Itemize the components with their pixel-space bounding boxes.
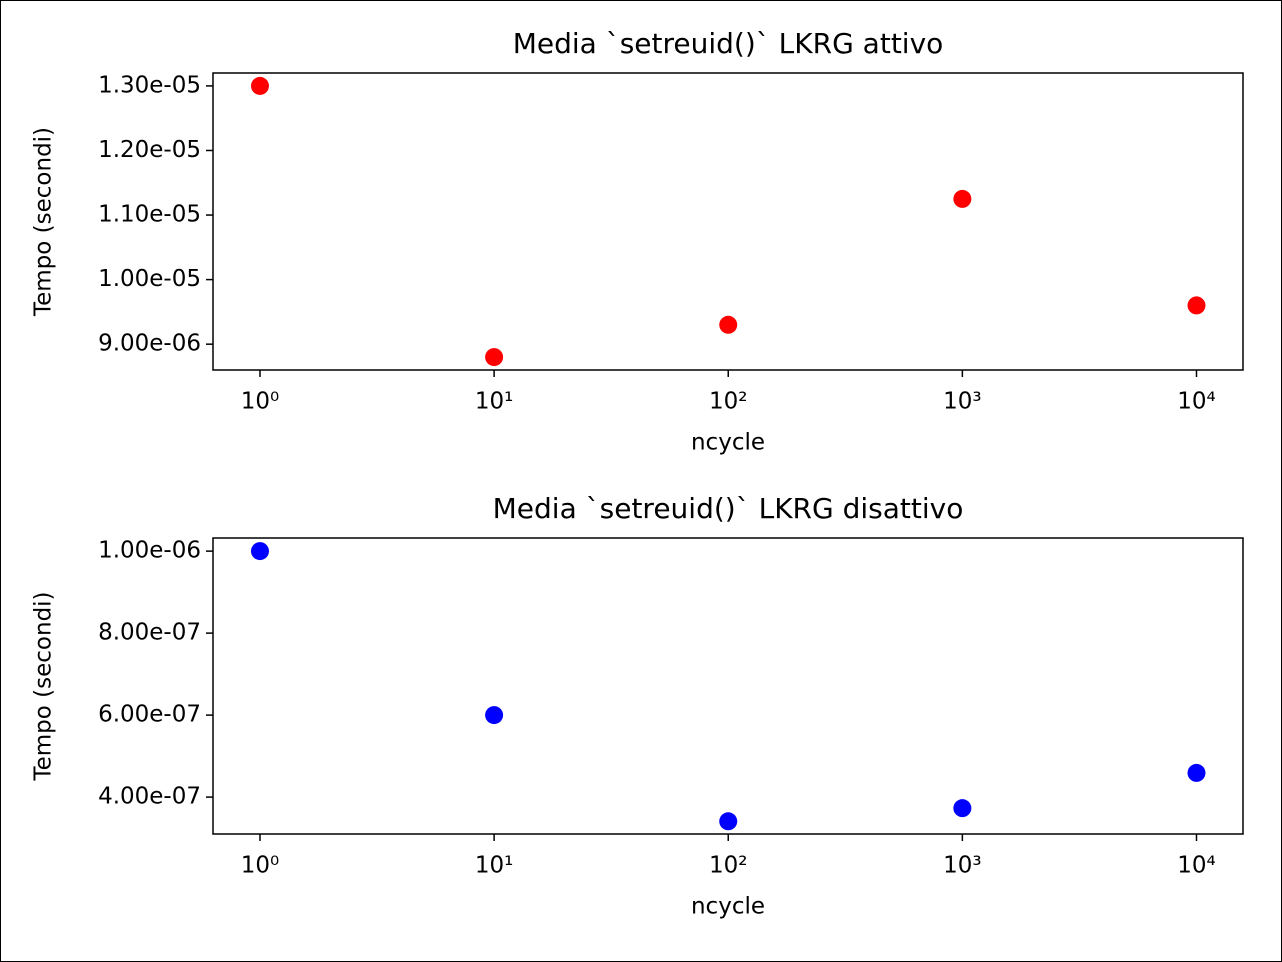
y-tick-label: 1.00e-06 [98, 538, 201, 564]
y-tick-label: 1.10e-05 [98, 202, 201, 228]
y-tick-label: 8.00e-07 [98, 620, 201, 646]
point [953, 799, 972, 818]
x-tick-label: 10³ [943, 389, 982, 415]
point [1187, 296, 1206, 315]
y-axis-label: Tempo (secondi) [31, 591, 57, 781]
point [250, 76, 269, 95]
x-tick-label: 10⁰ [241, 389, 280, 415]
x-tick-label: 10² [709, 853, 748, 879]
point [953, 189, 972, 208]
y-tick-label: 1.20e-05 [98, 137, 201, 163]
point [719, 812, 738, 831]
x-tick-label: 10⁰ [241, 853, 280, 879]
y-axis-label: Tempo (secondi) [31, 127, 57, 317]
y-tick-label: 4.00e-07 [98, 784, 201, 810]
plot-frame [212, 537, 1244, 835]
y-tick-label: 1.30e-05 [98, 72, 201, 98]
x-tick-label: 10² [709, 389, 748, 415]
x-tick-label: 10⁴ [1177, 389, 1216, 415]
chart-title: Media `setreuid()` LKRG disattivo [493, 492, 964, 525]
point [485, 706, 504, 725]
plot-frame [212, 72, 1244, 371]
x-tick-label: 10⁴ [1177, 853, 1216, 879]
point [485, 348, 504, 367]
x-tick-label: 10¹ [475, 853, 514, 879]
point [719, 315, 738, 334]
chart-title: Media `setreuid()` LKRG attivo [513, 27, 944, 60]
x-axis-label: ncycle [691, 430, 765, 456]
y-tick-label: 6.00e-07 [98, 702, 201, 728]
x-tick-label: 10³ [943, 853, 982, 879]
point [1187, 763, 1206, 782]
y-tick-label: 1.00e-05 [98, 266, 201, 292]
point [250, 542, 269, 561]
x-axis-label: ncycle [691, 894, 765, 920]
x-tick-label: 10¹ [475, 389, 514, 415]
y-tick-label: 9.00e-06 [98, 331, 201, 357]
